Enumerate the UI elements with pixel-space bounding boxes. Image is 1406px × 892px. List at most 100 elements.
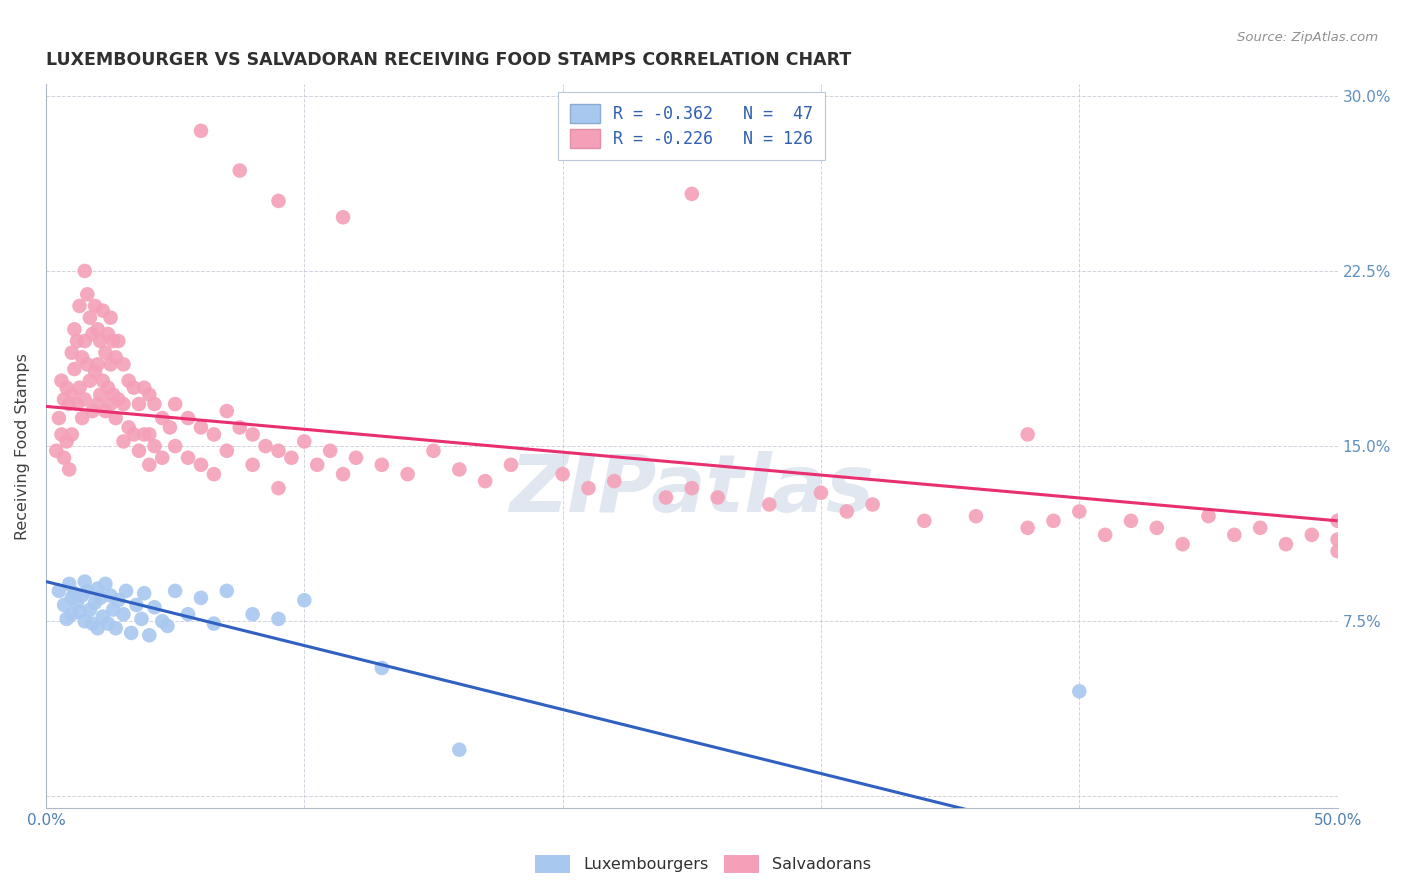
Point bbox=[86, 397, 108, 411]
Point bbox=[66, 596, 89, 610]
Point bbox=[112, 357, 135, 371]
Point bbox=[55, 612, 77, 626]
Point bbox=[100, 310, 122, 325]
Point bbox=[60, 427, 83, 442]
Point bbox=[267, 481, 290, 495]
Point bbox=[55, 434, 77, 449]
Point bbox=[371, 458, 394, 472]
Point bbox=[69, 299, 91, 313]
Point bbox=[104, 621, 127, 635]
Point bbox=[48, 583, 70, 598]
Point bbox=[79, 310, 101, 325]
Point bbox=[1223, 528, 1246, 542]
Point bbox=[112, 434, 135, 449]
Point bbox=[45, 443, 67, 458]
Point bbox=[215, 583, 238, 598]
Point bbox=[84, 596, 107, 610]
Point bbox=[190, 420, 212, 434]
Point bbox=[254, 439, 277, 453]
Point bbox=[66, 334, 89, 348]
Point bbox=[112, 397, 135, 411]
Point bbox=[117, 374, 139, 388]
Point bbox=[100, 357, 122, 371]
Point bbox=[101, 334, 124, 348]
Point bbox=[101, 602, 124, 616]
Point bbox=[84, 299, 107, 313]
Point bbox=[449, 742, 471, 756]
Point bbox=[681, 481, 703, 495]
Point bbox=[91, 303, 114, 318]
Point bbox=[1326, 514, 1348, 528]
Point bbox=[215, 404, 238, 418]
Point bbox=[63, 362, 86, 376]
Point bbox=[344, 450, 367, 465]
Point bbox=[422, 443, 444, 458]
Point bbox=[94, 577, 117, 591]
Point bbox=[371, 661, 394, 675]
Point bbox=[89, 334, 111, 348]
Point bbox=[150, 614, 173, 628]
Point bbox=[115, 583, 138, 598]
Point bbox=[267, 194, 290, 208]
Point bbox=[94, 404, 117, 418]
Point bbox=[94, 345, 117, 359]
Point bbox=[79, 602, 101, 616]
Point bbox=[449, 462, 471, 476]
Point bbox=[60, 345, 83, 359]
Point bbox=[143, 439, 166, 453]
Point bbox=[69, 605, 91, 619]
Point bbox=[128, 397, 150, 411]
Point bbox=[143, 600, 166, 615]
Point bbox=[84, 364, 107, 378]
Point bbox=[69, 381, 91, 395]
Point bbox=[835, 504, 858, 518]
Legend: R = -0.362   N =  47, R = -0.226   N = 126: R = -0.362 N = 47, R = -0.226 N = 126 bbox=[558, 93, 825, 161]
Point bbox=[73, 334, 96, 348]
Point bbox=[100, 397, 122, 411]
Point bbox=[292, 593, 315, 607]
Legend: Luxembourgers, Salvadorans: Luxembourgers, Salvadorans bbox=[529, 848, 877, 880]
Point bbox=[122, 427, 145, 442]
Point bbox=[86, 621, 108, 635]
Point bbox=[120, 626, 142, 640]
Point bbox=[82, 616, 104, 631]
Point bbox=[117, 420, 139, 434]
Point bbox=[60, 591, 83, 605]
Point bbox=[58, 397, 80, 411]
Point bbox=[58, 577, 80, 591]
Point bbox=[70, 589, 93, 603]
Point bbox=[73, 392, 96, 407]
Point bbox=[138, 388, 160, 402]
Point bbox=[150, 411, 173, 425]
Point bbox=[76, 357, 98, 371]
Point bbox=[912, 514, 935, 528]
Point bbox=[51, 374, 73, 388]
Point bbox=[86, 357, 108, 371]
Point bbox=[215, 443, 238, 458]
Point bbox=[307, 458, 329, 472]
Point bbox=[1069, 684, 1091, 698]
Point bbox=[55, 381, 77, 395]
Point bbox=[125, 598, 148, 612]
Point bbox=[58, 462, 80, 476]
Point bbox=[104, 351, 127, 365]
Point bbox=[681, 186, 703, 201]
Point bbox=[1042, 514, 1064, 528]
Point bbox=[53, 450, 76, 465]
Point bbox=[86, 582, 108, 596]
Point bbox=[862, 498, 884, 512]
Point bbox=[267, 443, 290, 458]
Point bbox=[73, 614, 96, 628]
Point bbox=[1146, 521, 1168, 535]
Point bbox=[228, 163, 250, 178]
Point bbox=[474, 474, 496, 488]
Point bbox=[165, 439, 187, 453]
Point bbox=[165, 397, 187, 411]
Point bbox=[159, 420, 181, 434]
Point bbox=[76, 287, 98, 301]
Point bbox=[134, 586, 156, 600]
Point bbox=[242, 607, 264, 622]
Point bbox=[138, 458, 160, 472]
Point bbox=[134, 381, 156, 395]
Point bbox=[242, 427, 264, 442]
